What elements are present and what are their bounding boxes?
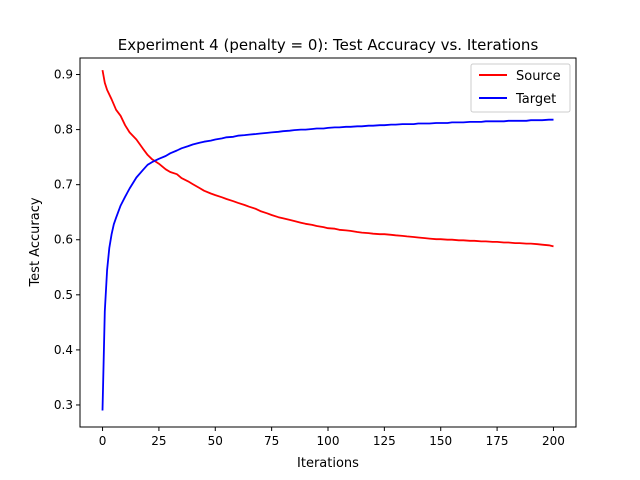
y-tick-label: 0.6: [54, 233, 73, 247]
series-line-source: [101, 69, 554, 248]
x-axis-label: Iterations: [297, 456, 359, 471]
y-tick-label: 0.9: [54, 68, 73, 82]
x-tick-label: 175: [486, 434, 509, 448]
x-tick-label: 200: [542, 434, 565, 448]
x-tick-label: 50: [208, 434, 223, 448]
x-axis: 0 25 50 75 100 125 150 175 200: [99, 427, 565, 448]
x-tick-label: 25: [151, 434, 166, 448]
x-tick-label: 100: [317, 434, 340, 448]
legend-label-source: Source: [516, 69, 561, 84]
x-tick-label: 0: [99, 434, 107, 448]
legend: Source Target: [470, 63, 571, 113]
y-tick-label: 0.4: [54, 343, 73, 357]
series-line-target: [101, 118, 554, 411]
y-tick-label: 0.8: [54, 123, 73, 137]
x-tick-label: 150: [429, 434, 452, 448]
y-axis: 0.3 0.4 0.5 0.6 0.7 0.8 0.9: [54, 68, 80, 412]
y-tick-label: 0.7: [54, 178, 73, 192]
series-lines: [101, 69, 554, 411]
x-tick-label: 125: [373, 434, 396, 448]
chart-title: Experiment 4 (penalty = 0): Test Accurac…: [118, 36, 539, 54]
y-axis-label: Test Accuracy: [28, 197, 43, 287]
legend-label-target: Target: [515, 92, 556, 107]
x-tick-label: 75: [264, 434, 279, 448]
y-tick-label: 0.5: [54, 288, 73, 302]
y-tick-label: 0.3: [54, 398, 73, 412]
axes-frame: [79, 57, 577, 428]
